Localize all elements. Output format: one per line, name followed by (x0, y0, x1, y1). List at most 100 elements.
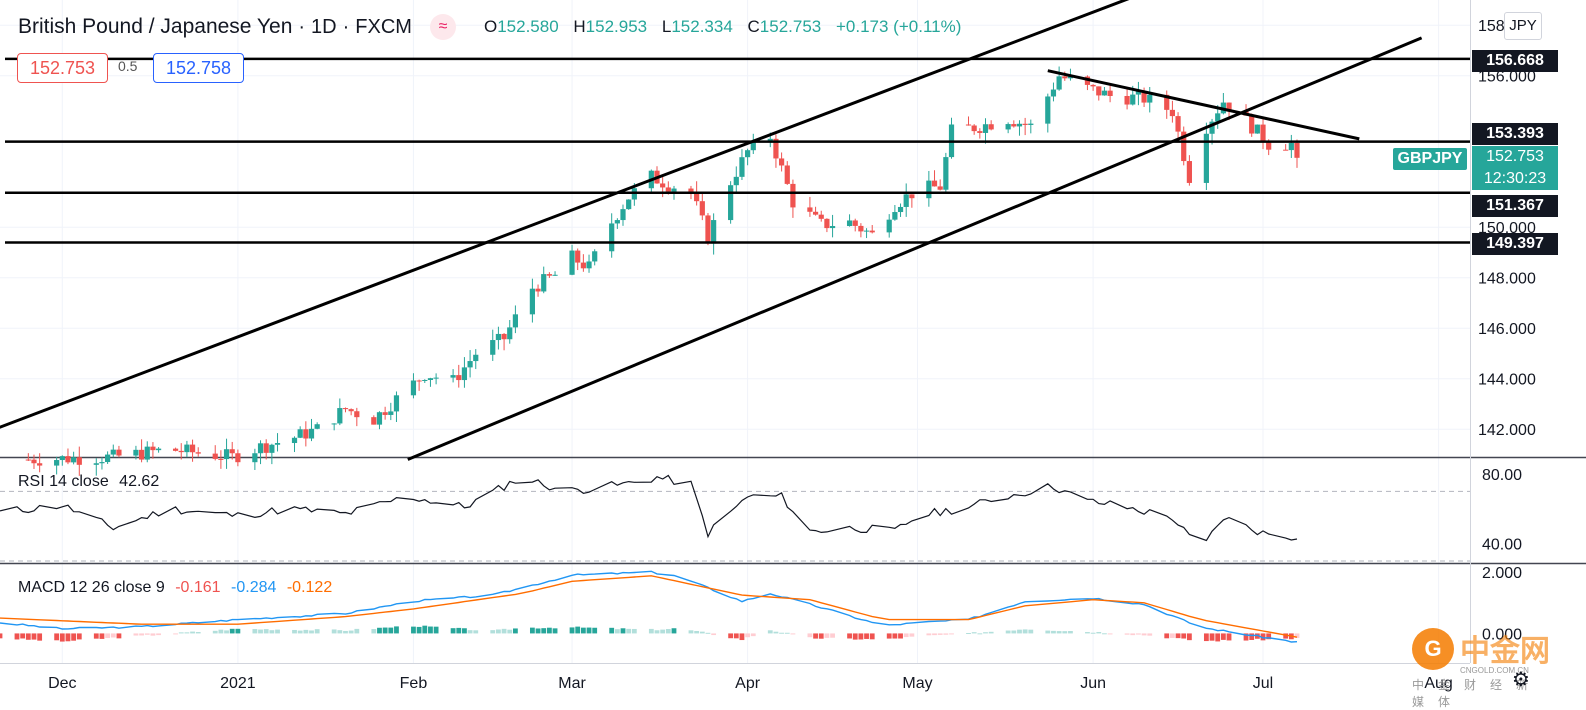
rsi-line (0, 474, 1298, 542)
macd-histogram-bar (65, 633, 71, 642)
candle (750, 133, 756, 154)
candle (393, 391, 400, 422)
macd-tick-label: 0.000 (1482, 626, 1522, 643)
candle-body (903, 194, 909, 207)
candle-body (59, 456, 65, 461)
currency-button[interactable]: JPY (1504, 12, 1542, 40)
candle-body (988, 124, 994, 130)
macd-histogram-bar (25, 633, 31, 640)
buy-price-button[interactable]: 152.758 (153, 53, 244, 83)
candle-body (863, 230, 870, 232)
time-axis-label: Mar (558, 675, 586, 692)
candle-body (416, 380, 422, 382)
candle-body (943, 157, 949, 190)
rsi-tick-label: 40.00 (1482, 537, 1522, 554)
candle (218, 450, 224, 469)
candle-body (1294, 142, 1300, 158)
macd-histogram-bar (496, 629, 501, 634)
rsi-tick-label: 80.00 (1482, 467, 1522, 484)
interval-label[interactable]: 1D (311, 15, 337, 38)
candle (609, 213, 615, 258)
candle (1249, 113, 1255, 137)
macd-histogram-bar (14, 633, 20, 640)
macd-histogram-bar (971, 632, 977, 634)
macd-histogram-bar (1096, 632, 1102, 634)
candle (711, 213, 717, 255)
settings-gear-icon[interactable]: ⚙ (1512, 669, 1530, 691)
macd-histogram-bar (422, 625, 428, 634)
macd-histogram-bar (711, 633, 717, 636)
macd-histogram-bar (190, 631, 195, 634)
macd-histogram-bar (546, 627, 552, 634)
macd-histogram-bar (705, 632, 711, 634)
macd-histogram-bar (1062, 631, 1068, 634)
exchange-logo-icon[interactable]: ≈ (429, 14, 456, 40)
candle (354, 407, 360, 427)
macd-histogram-bar (1169, 633, 1175, 638)
candle (943, 152, 949, 194)
macd-histogram-bar (926, 633, 932, 636)
candle (1101, 87, 1108, 96)
candle-body (388, 411, 394, 415)
symbol-title[interactable]: British Pound / Japanese Yen (18, 15, 293, 38)
time-axis-label: May (902, 675, 932, 692)
candle-body (1147, 94, 1153, 103)
candle-body (263, 443, 269, 453)
candle-body (739, 157, 745, 177)
candle-body (291, 437, 298, 444)
candle (331, 423, 337, 431)
macd-histogram-bar (575, 626, 581, 634)
macd-histogram-bar (898, 633, 903, 639)
candle (172, 447, 179, 452)
candle (1164, 90, 1170, 119)
macd-histogram-bar (864, 633, 869, 639)
macd-histogram-bar (462, 628, 467, 634)
countdown-value: 12:30:23 (1483, 170, 1547, 187)
candle-body (931, 180, 938, 187)
candle-body (1005, 124, 1011, 130)
macd-legend[interactable]: MACD 12 26 close 9 -0.161 -0.284 -0.122 (18, 579, 338, 597)
sell-price-button[interactable]: 152.753 (17, 53, 108, 83)
candle-body (1209, 121, 1215, 134)
price-tick-label: 144.000 (1478, 372, 1536, 389)
macd-histogram-bar (580, 627, 586, 634)
macd-histogram-bar (858, 633, 864, 640)
candle-body (1050, 89, 1057, 97)
macd-histogram-bar (529, 627, 535, 634)
candle (569, 244, 575, 276)
macd-histogram-bar (830, 633, 835, 638)
candle (189, 439, 196, 462)
candle (456, 364, 462, 388)
macd-histogram-bar (297, 630, 303, 634)
candle (592, 249, 598, 266)
open-label: O (483, 17, 498, 36)
candle (1090, 84, 1096, 91)
candle (903, 183, 909, 217)
chart-header: British Pound / Japanese Yen · 1D · FXCM… (18, 14, 971, 40)
candle (71, 451, 77, 465)
macd-signal-value: -0.122 (286, 579, 333, 596)
time-axis-label: 2021 (220, 675, 256, 692)
candle-body (614, 220, 620, 224)
candle-body (1022, 123, 1028, 125)
rsi-value: 42.62 (119, 473, 160, 490)
rsi-legend[interactable]: RSI 14 close 42.62 (18, 473, 165, 491)
macd-histogram-bar (699, 631, 705, 634)
macd-histogram-bar (178, 632, 184, 634)
candle (982, 118, 989, 144)
candle (988, 120, 994, 131)
candle (291, 436, 298, 453)
candle-body (303, 429, 309, 439)
macd-histogram-bar (552, 628, 558, 634)
candle (461, 357, 468, 388)
macd-histogram-bar (541, 628, 547, 634)
candle-body (456, 375, 462, 381)
macd-histogram-bar (1186, 633, 1192, 641)
price-tick-label: 146.000 (1478, 321, 1536, 338)
candle (818, 210, 824, 222)
macd-histogram-bar (790, 633, 796, 635)
candle-body (586, 261, 592, 269)
macd-histogram-bar (983, 632, 988, 634)
candle-body (1107, 90, 1113, 96)
